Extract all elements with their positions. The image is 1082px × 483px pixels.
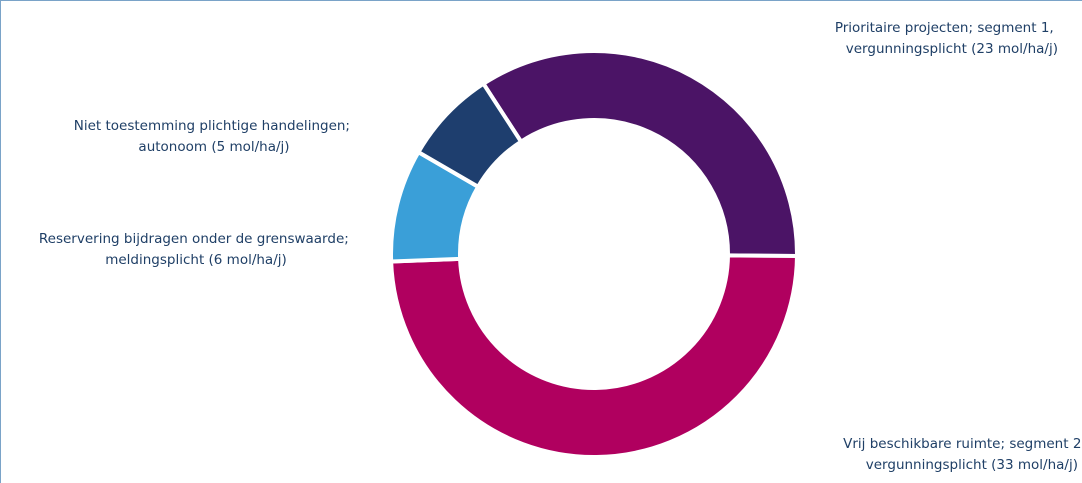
donut-slices	[389, 49, 799, 459]
label-prioritaire-projecten: Prioritaire projecten; segment 1, vergun…	[835, 20, 1058, 57]
donut-slice-4	[416, 81, 524, 189]
label-niet-toestemming-plichtige-handelingen: Niet toestemming plichtige handelingen; …	[74, 118, 355, 155]
label-reservering-bijdragen: Reservering bijdragen onder de grenswaar…	[39, 231, 353, 268]
label-vrij-beschikbare-ruimte: Vrij beschikbare ruimte; segment 2, verg…	[843, 436, 1082, 473]
donut-slice-2	[389, 253, 799, 459]
donut-slice-1	[481, 49, 799, 259]
